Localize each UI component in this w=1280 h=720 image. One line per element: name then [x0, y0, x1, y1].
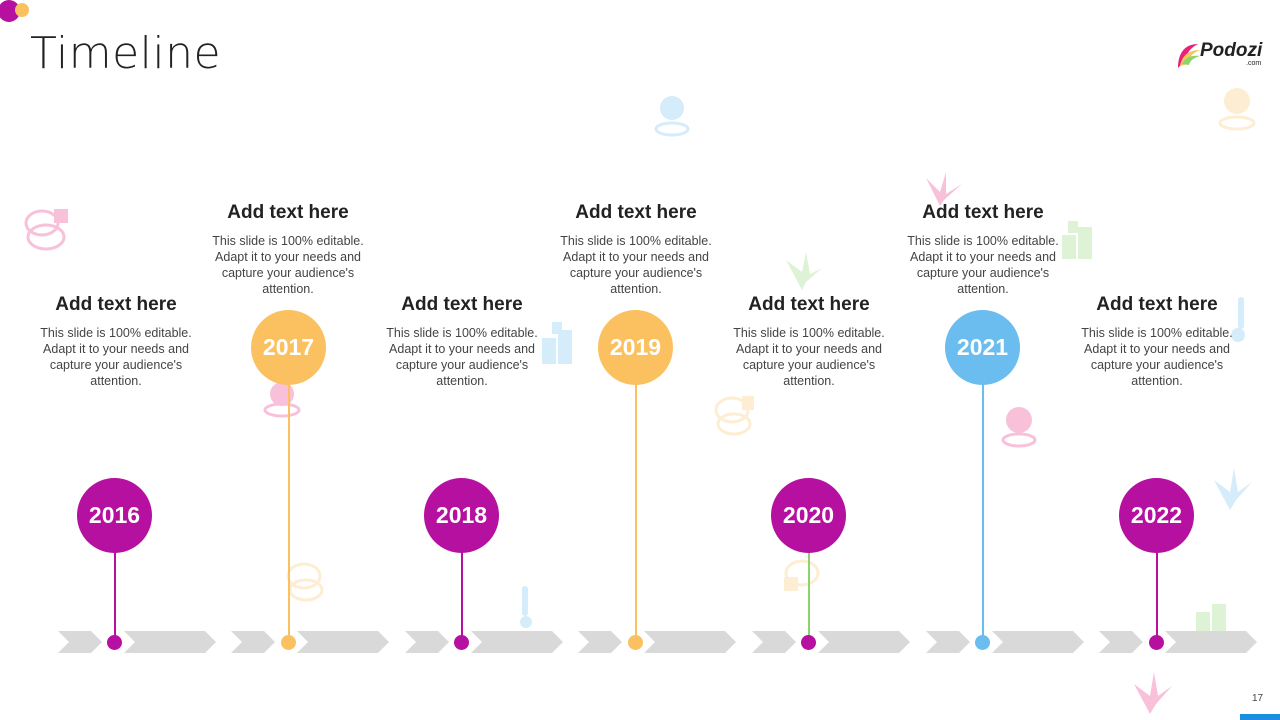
track-chevron: [471, 631, 563, 653]
milestone-heading: Add text here: [55, 294, 177, 315]
track-chevron: [405, 631, 449, 653]
milestone-heading: Add text here: [748, 294, 870, 315]
track-chevron: [297, 631, 389, 653]
track-chevron: [818, 631, 910, 653]
flower-icon: [1134, 672, 1172, 714]
milestone-dot: [281, 635, 296, 650]
milestone-stem: [288, 384, 290, 642]
flower-icon: [926, 172, 962, 206]
milestone-heading: Add text here: [401, 294, 523, 315]
mascara-icon: [1231, 297, 1245, 342]
page-accent-bar: [1240, 714, 1280, 720]
milestone-stem: [808, 552, 810, 642]
year-circle: 2017: [251, 310, 326, 385]
compact-mirror-icon: [1001, 407, 1037, 448]
milestone-description: This slide is 100% editable. Adapt it to…: [386, 326, 538, 388]
milestone-dot: [801, 635, 816, 650]
page-title: Timeline: [30, 28, 222, 79]
milestone-stem: [982, 384, 984, 642]
page-number: 17: [1252, 693, 1264, 704]
milestone-dot: [975, 635, 990, 650]
logo-suffix: .com: [1246, 60, 1262, 67]
year-circle: 2020: [771, 478, 846, 553]
track-chevron: [1165, 631, 1257, 653]
milestone-dot: [628, 635, 643, 650]
milestone-heading: Add text here: [227, 202, 349, 223]
milestone-description: This slide is 100% editable. Adapt it to…: [1081, 326, 1233, 388]
track-chevron: [644, 631, 736, 653]
timeline-track: [58, 631, 1268, 653]
powder-compact-icon: [714, 396, 754, 436]
compact-mirror-icon: [654, 96, 690, 137]
track-chevron: [124, 631, 216, 653]
leaf-icon: [786, 252, 822, 290]
milestone-stem: [461, 552, 463, 642]
year-circle: 2021: [945, 310, 1020, 385]
bottles-icon: [1196, 604, 1226, 632]
bottles-icon: [542, 322, 572, 364]
track-chevron: [58, 631, 102, 653]
compact-mirror-icon: [1218, 88, 1256, 131]
year-circle: 2018: [424, 478, 499, 553]
flower-icon: [1214, 468, 1252, 510]
milestone-heading: Add text here: [922, 202, 1044, 223]
powder-compact-icon: [24, 209, 68, 251]
compact-mirror-icon: [263, 382, 301, 418]
track-chevron: [752, 631, 796, 653]
track-chevron: [578, 631, 622, 653]
year-circle: 2019: [598, 310, 673, 385]
milestone-stem: [635, 384, 637, 642]
milestone-dot: [107, 635, 122, 650]
milestone-stem: [114, 552, 116, 642]
track-chevron: [992, 631, 1084, 653]
logo-wordmark: Podozi: [1200, 40, 1263, 61]
milestone-description: This slide is 100% editable. Adapt it to…: [907, 234, 1059, 296]
track-chevron: [231, 631, 275, 653]
milestone-dot: [454, 635, 469, 650]
bottles-icon: [1062, 221, 1092, 259]
mascara-icon: [520, 586, 532, 628]
powder-compact-icon: [784, 559, 820, 591]
year-circle: 2022: [1119, 478, 1194, 553]
brand-logo: Podozi .com: [1176, 38, 1268, 72]
milestone-heading: Add text here: [1096, 294, 1218, 315]
track-chevron: [1099, 631, 1143, 653]
milestone-heading: Add text here: [575, 202, 697, 223]
track-chevron: [926, 631, 970, 653]
logo-mark-icon: [1178, 44, 1200, 68]
milestone-description: This slide is 100% editable. Adapt it to…: [733, 326, 885, 388]
milestone-description: This slide is 100% editable. Adapt it to…: [40, 326, 192, 388]
milestone-stem: [1156, 552, 1158, 642]
corner-dot-orange: [15, 3, 29, 17]
milestone-description: This slide is 100% editable. Adapt it to…: [212, 234, 364, 296]
milestone-description: This slide is 100% editable. Adapt it to…: [560, 234, 712, 296]
milestone-dot: [1149, 635, 1164, 650]
year-circle: 2016: [77, 478, 152, 553]
